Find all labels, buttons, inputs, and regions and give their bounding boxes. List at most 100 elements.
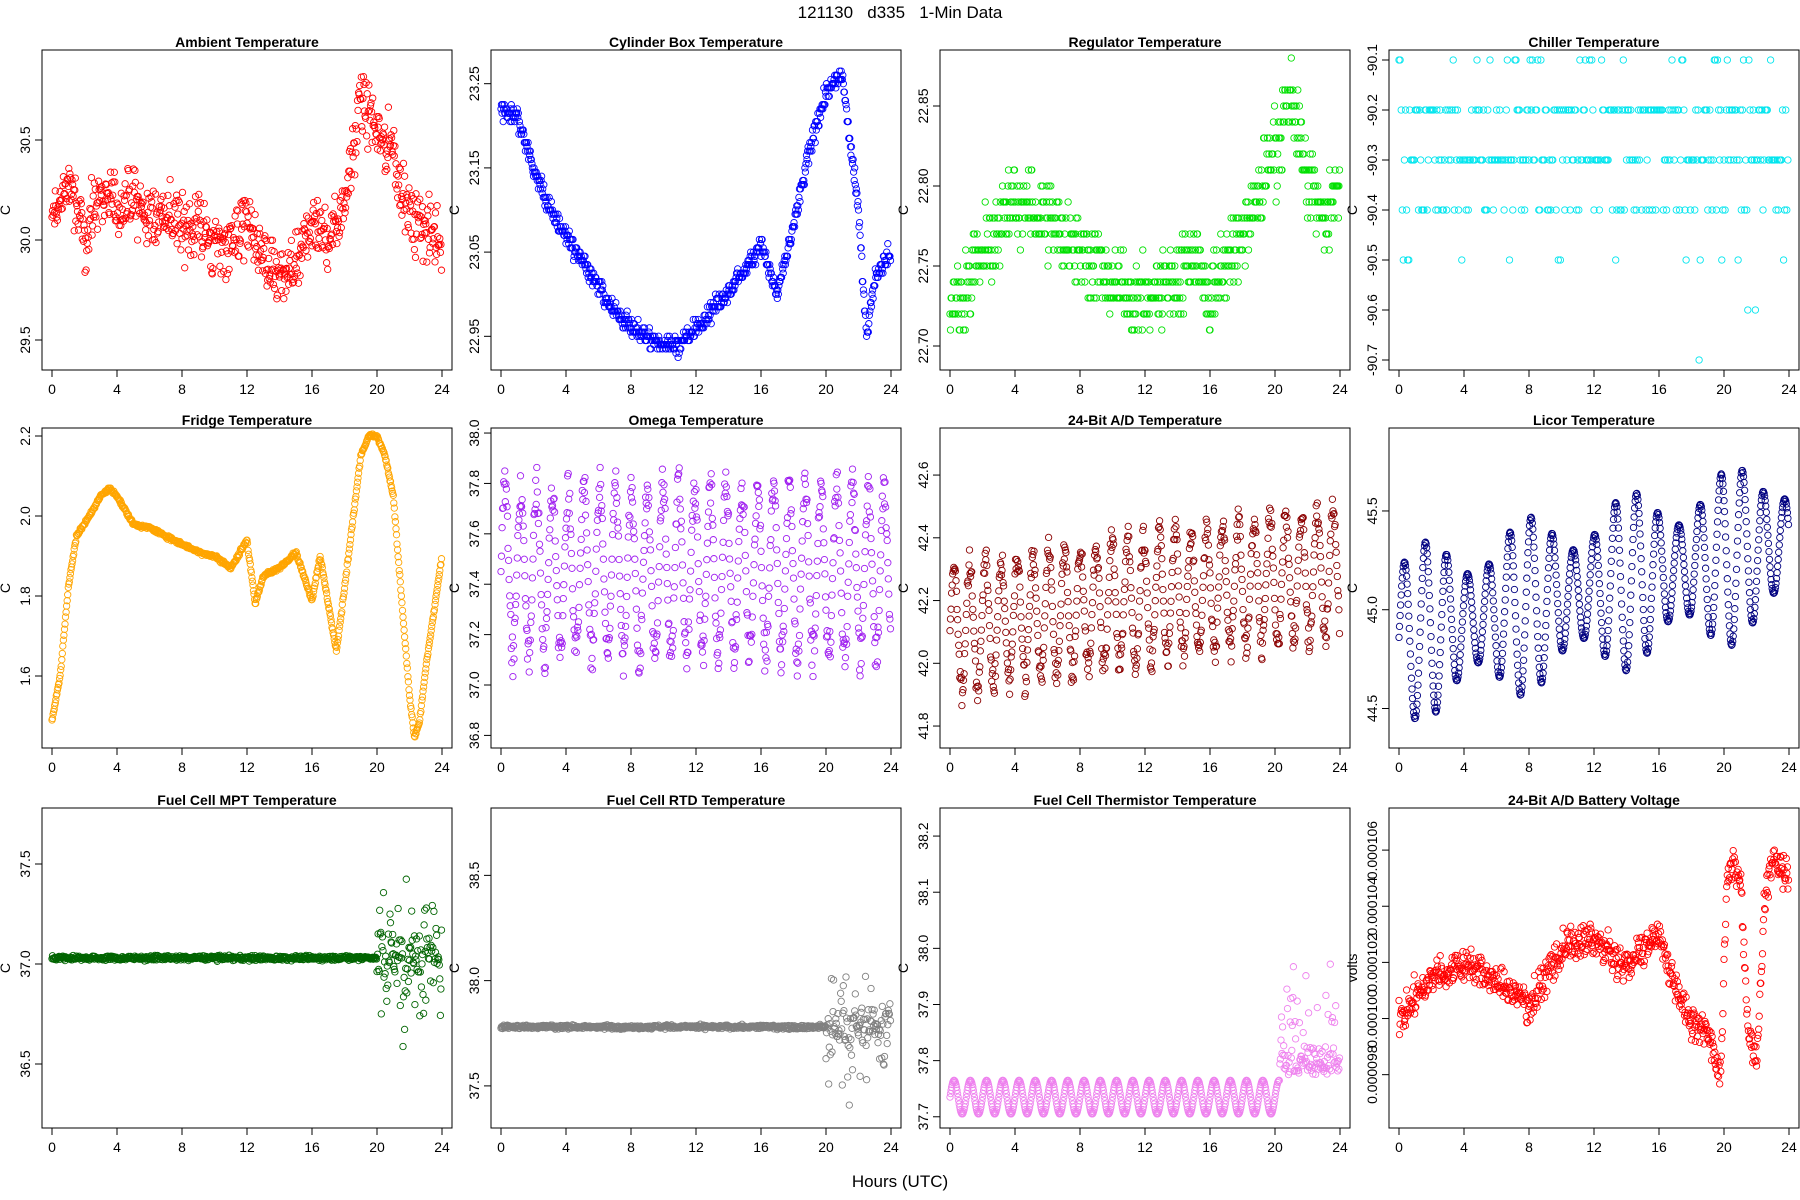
data-point: [134, 192, 142, 201]
data-point: [240, 257, 248, 265]
data-point: [1668, 56, 1676, 64]
data-point: [849, 168, 858, 176]
x-tick-label: 16: [1202, 381, 1218, 397]
data-point: [204, 239, 213, 247]
x-tick-label: 20: [369, 381, 385, 397]
data-point: [1003, 659, 1012, 667]
data-point: [1179, 662, 1187, 670]
data-point: [1213, 604, 1222, 612]
data-point: [1121, 578, 1129, 586]
data-point: [1018, 635, 1026, 643]
data-point: [718, 294, 726, 303]
data-point: [640, 546, 648, 555]
data-point: [1691, 206, 1699, 214]
data-point: [1503, 56, 1511, 64]
data-point: [1473, 56, 1481, 64]
data-point: [797, 554, 806, 562]
data-point: [392, 170, 401, 179]
data-point: [519, 126, 527, 134]
data-point: [1079, 573, 1087, 581]
data-point: [358, 127, 367, 135]
data-point: [1231, 560, 1240, 568]
data-point: [59, 642, 67, 650]
data-point: [105, 210, 114, 218]
data-point: [1017, 624, 1026, 632]
data-point: [138, 200, 146, 208]
data-point: [375, 114, 383, 123]
data-point: [65, 197, 73, 205]
data-point: [327, 231, 335, 239]
data-point: [148, 204, 156, 212]
data-point: [998, 551, 1007, 559]
data-point: [535, 540, 544, 548]
data-point: [829, 559, 837, 567]
data-point: [790, 595, 798, 603]
data-point: [197, 253, 206, 261]
x-tick-label: 24: [1781, 381, 1797, 397]
data-point: [281, 265, 290, 273]
data-point: [1670, 156, 1678, 164]
data-point: [343, 193, 351, 201]
data-point: [1204, 541, 1213, 549]
data-point: [560, 562, 569, 570]
data-point: [504, 544, 512, 553]
data-point: [1223, 230, 1231, 238]
y-tick-label: 37.2: [466, 621, 482, 648]
data-point: [570, 252, 578, 260]
data-point: [781, 585, 789, 593]
data-point: [620, 642, 629, 650]
data-point: [864, 472, 872, 481]
data-point: [608, 555, 616, 563]
data-point: [264, 265, 272, 273]
data-point: [1096, 603, 1104, 611]
data-point: [777, 661, 786, 669]
data-point: [1396, 611, 1404, 620]
data-point: [158, 212, 166, 221]
data-point: [633, 324, 642, 332]
data-point: [1313, 512, 1321, 520]
x-tick-label: 20: [1716, 759, 1732, 775]
data-point: [1044, 262, 1052, 270]
data-point: [282, 264, 291, 273]
y-tick-label: -90.6: [1364, 294, 1380, 326]
data-point: [306, 234, 315, 243]
data-point: [793, 672, 801, 680]
data-point: [1081, 627, 1090, 635]
data-point: [295, 251, 304, 259]
data-point: [368, 138, 376, 147]
x-tick-label: 16: [1202, 759, 1218, 775]
data-point: [86, 204, 94, 213]
data-point: [65, 164, 73, 173]
data-point: [825, 646, 833, 655]
data-point: [1278, 569, 1286, 577]
data-point: [656, 543, 664, 551]
data-point: [860, 564, 869, 573]
data-point: [557, 223, 565, 231]
data-point: [559, 594, 567, 603]
data-point: [646, 332, 655, 340]
data-point: [578, 515, 586, 524]
data-point: [221, 230, 229, 238]
data-point: [647, 582, 656, 591]
y-tick-label: 45.5: [1364, 497, 1380, 524]
data-point: [995, 587, 1003, 595]
data-point: [803, 155, 811, 164]
data-point: [661, 504, 669, 513]
data-point: [1135, 597, 1144, 605]
data-point: [302, 212, 311, 220]
panel-title: Regulator Temperature: [1069, 34, 1222, 50]
x-tick-label: 0: [497, 759, 505, 775]
data-point: [679, 579, 687, 587]
data-point: [977, 626, 986, 634]
data-point: [431, 209, 440, 217]
data-point: [1186, 230, 1194, 238]
data-point: [528, 574, 537, 582]
data-point: [836, 567, 845, 575]
data-point: [948, 581, 956, 589]
data-point: [609, 509, 617, 518]
data-point: [324, 265, 332, 274]
data-point: [511, 614, 519, 622]
y-tick-label: 41.8: [915, 712, 931, 739]
data-point: [1227, 658, 1235, 666]
data-point: [1073, 597, 1081, 605]
